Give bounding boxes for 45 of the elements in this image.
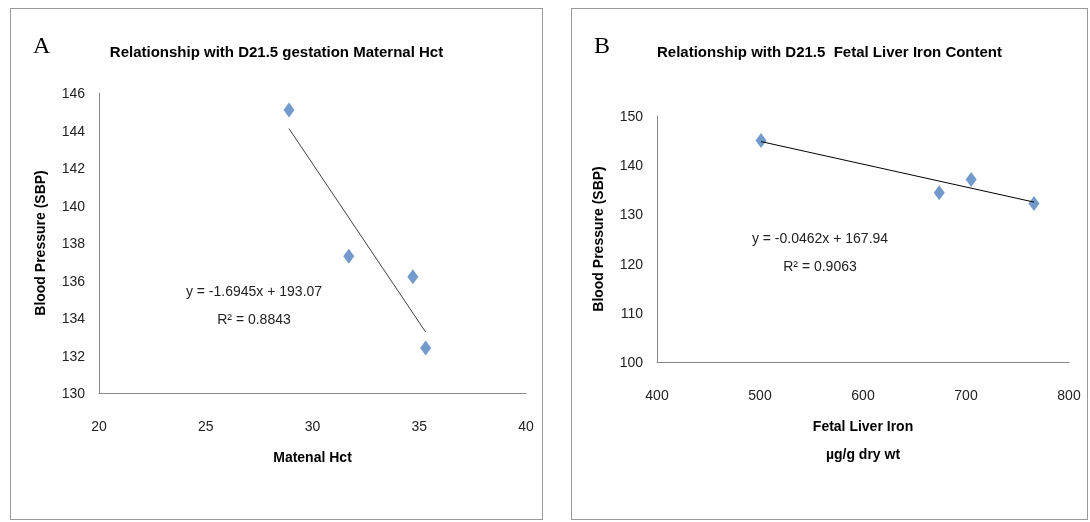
point	[420, 340, 432, 356]
y-tick-label: 132	[61, 347, 86, 364]
x-tick-label: 600	[851, 387, 875, 403]
annotation: R² = 0.8843	[217, 311, 291, 327]
x-axis-title: Fetal Liver Iron µg/g dry wt	[812, 418, 914, 462]
point	[755, 133, 767, 149]
y-tick-label: 134	[61, 310, 86, 326]
y-tick-label: 140	[619, 157, 644, 174]
x-tick-label: 20	[91, 418, 107, 434]
x-tick-label: 30	[304, 418, 321, 434]
x-axis-title: Matenal Hct	[273, 449, 353, 465]
point	[1028, 196, 1040, 212]
y-tick-label: 144	[61, 122, 86, 139]
text: B	[594, 32, 611, 58]
annotation: y = -1.6945x + 193.07	[185, 283, 323, 299]
x-tick-label: 700	[954, 387, 978, 403]
x-tick-label: 40	[518, 418, 534, 434]
y-tick-label: 140	[61, 197, 86, 214]
point	[965, 171, 977, 187]
point	[407, 269, 419, 285]
chart-title: Relationship with D21.5 gestation Maternal Hct	[109, 43, 444, 60]
x-tick-label: 500	[748, 387, 772, 403]
y-tick-label: 136	[61, 272, 86, 289]
point	[283, 102, 295, 118]
point	[343, 248, 355, 264]
x-tick-label: 800	[1057, 387, 1081, 403]
y-tick-label: 100	[619, 354, 644, 370]
y-tick-label: 110	[620, 304, 644, 321]
y-axis-title: Blood Pressure (SBP)	[32, 170, 48, 316]
chart-title: Relationship with D21.5 Fetal Liver Iron Content	[656, 43, 1003, 60]
y-tick-label: 138	[61, 235, 86, 251]
annotation: y = -0.0462x + 167.94	[751, 230, 889, 246]
y-tick-label: 142	[61, 160, 86, 176]
y-tick-label: 130	[61, 385, 86, 401]
y-tick-label: 120	[619, 255, 644, 272]
annotation: R² = 0.9063	[783, 258, 857, 274]
x-tick-label: 400	[645, 387, 669, 403]
point	[933, 185, 945, 201]
x-tick-label: 35	[411, 418, 428, 434]
y-axis-title: Blood Pressure (SBP)	[590, 166, 606, 312]
x-tick-label: 25	[197, 418, 214, 434]
text: A	[33, 32, 51, 58]
y-tick-label: 146	[61, 85, 86, 101]
y-tick-label: 150	[619, 108, 644, 124]
y-tick-label: 130	[619, 206, 644, 223]
